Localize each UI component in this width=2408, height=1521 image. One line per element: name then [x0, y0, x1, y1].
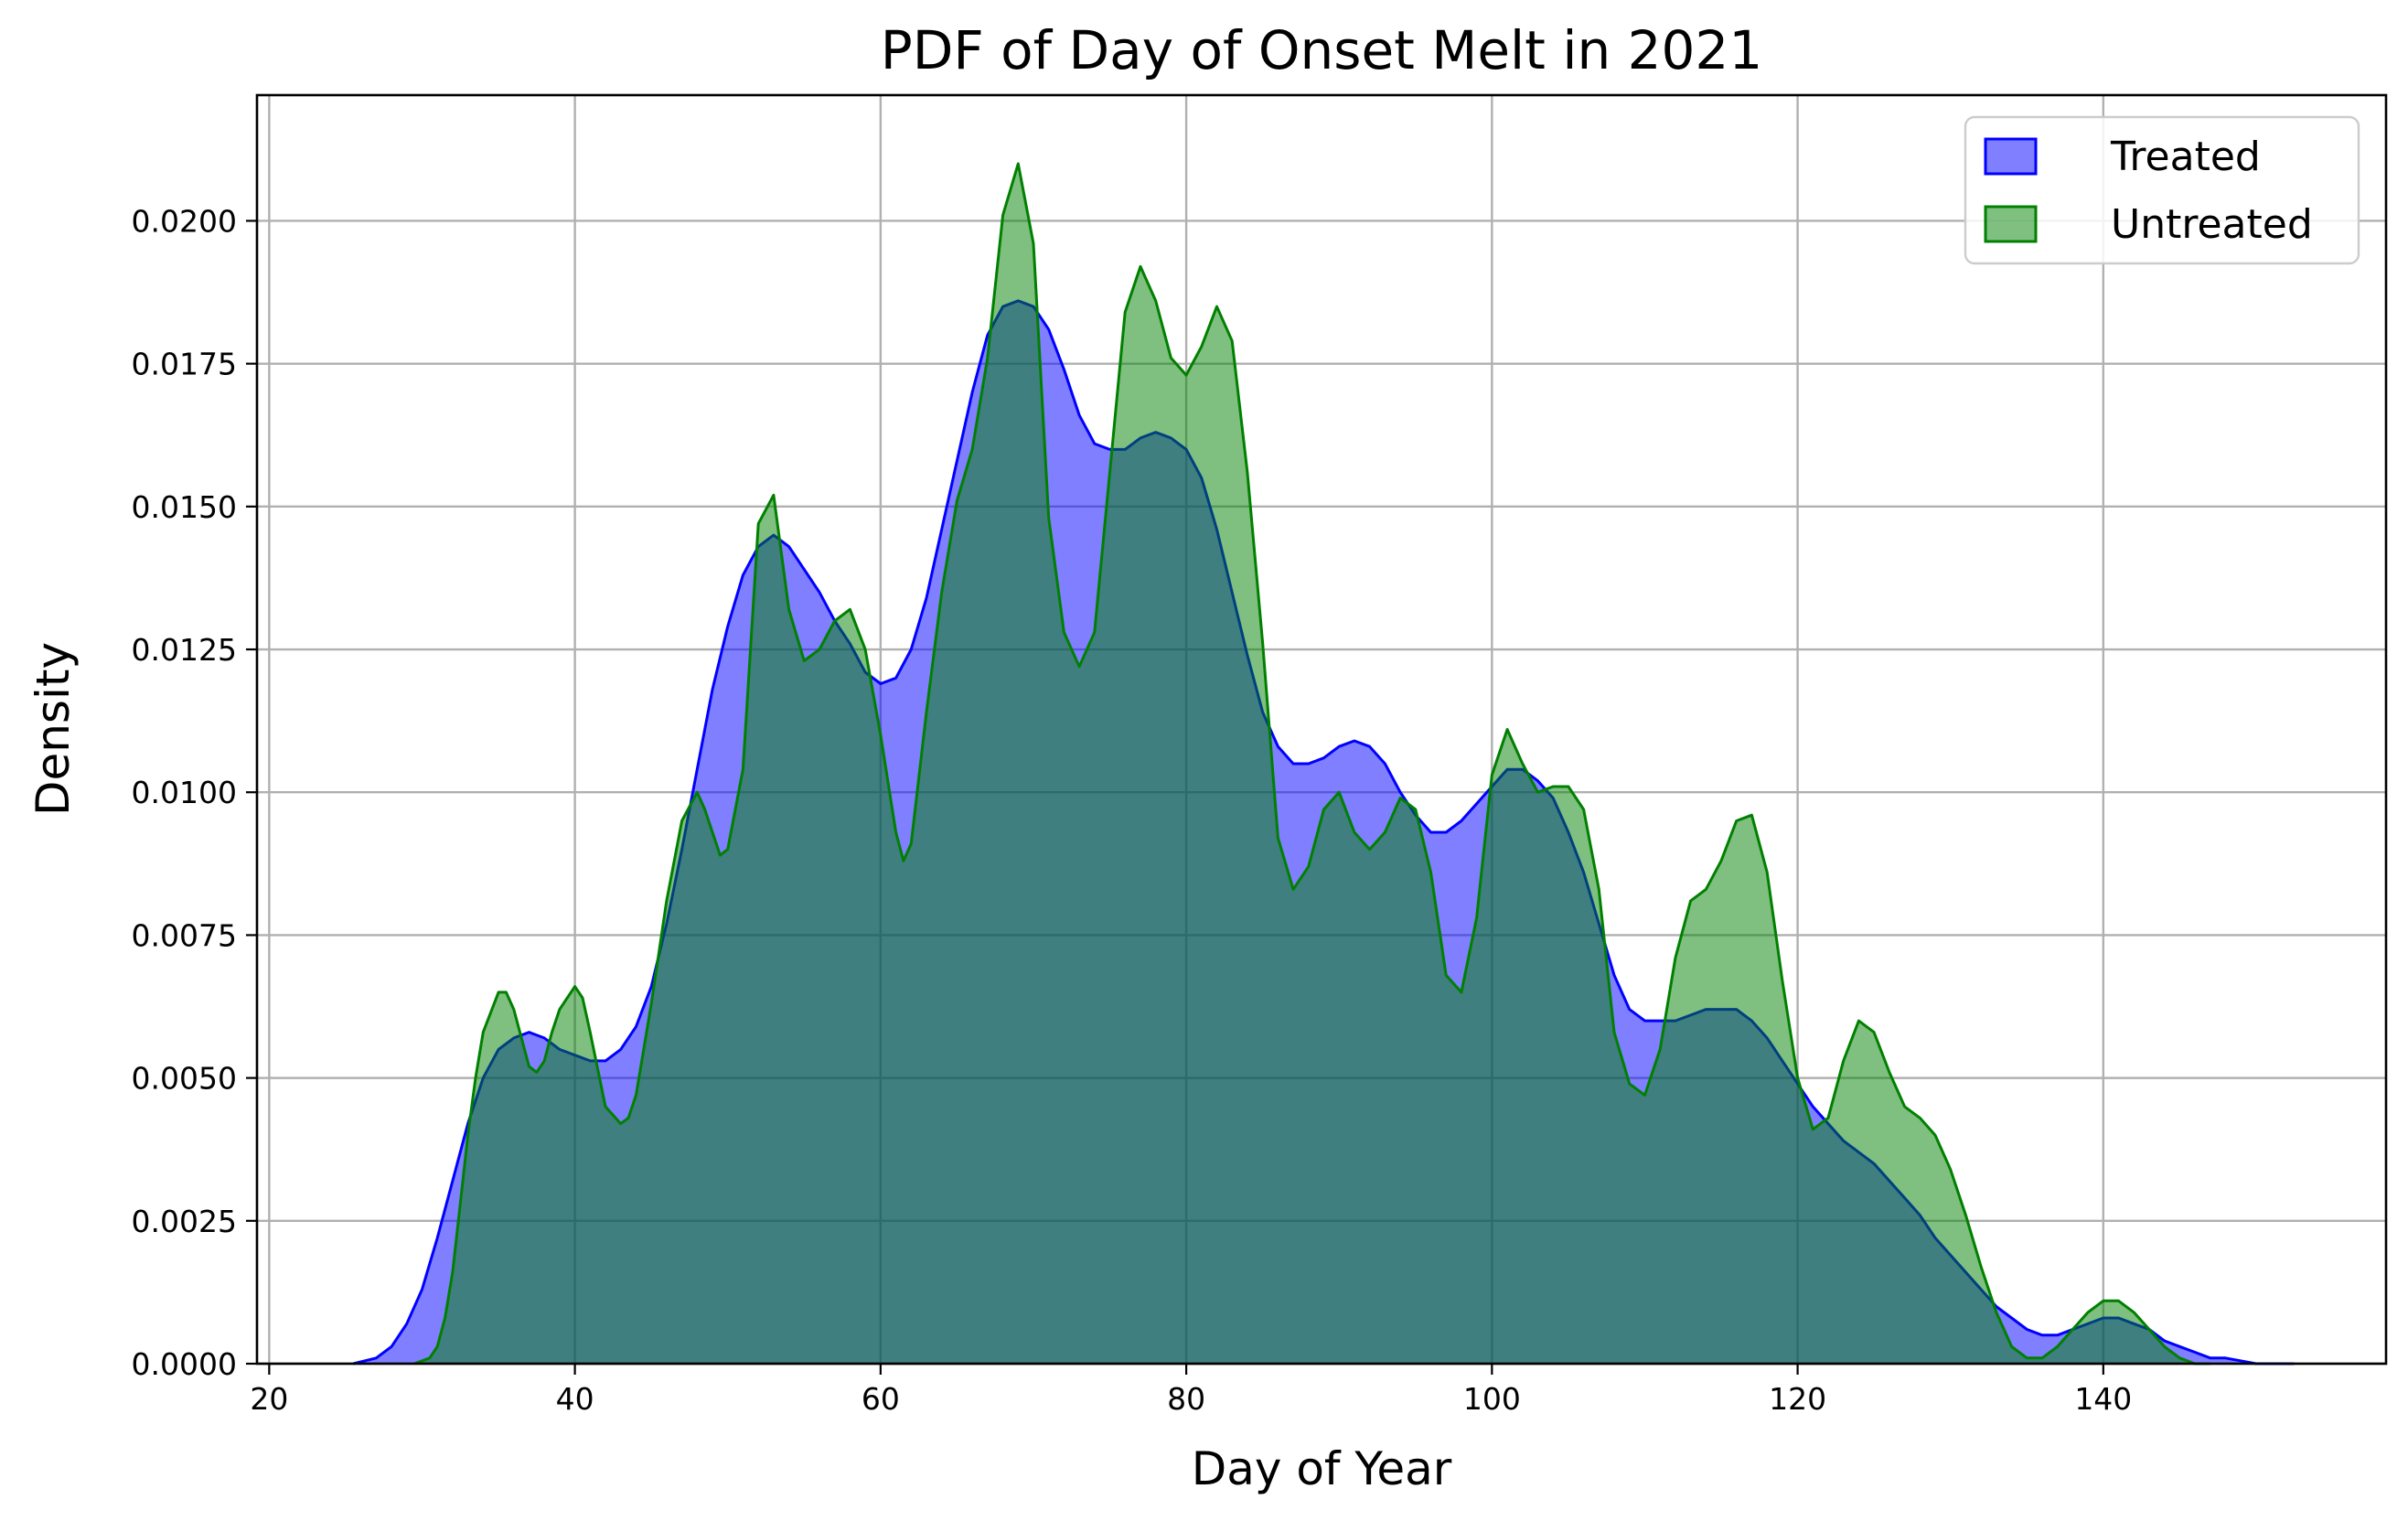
area-fill-untreated: [414, 164, 2210, 1364]
y-tick-label: 0.0075: [132, 917, 237, 953]
y-tick-label: 0.0125: [132, 632, 237, 668]
x-tick-label: 20: [250, 1381, 288, 1417]
x-tick-label: 140: [2074, 1381, 2132, 1417]
x-axis-label: Day of Year: [1192, 1442, 1452, 1495]
y-tick-label: 0.0200: [132, 203, 237, 239]
x-tick-label: 100: [1463, 1381, 1521, 1417]
density-line-untreated: [413, 162, 2210, 1366]
y-tick-label: 0.0025: [132, 1204, 237, 1239]
y-tick-label: 0.0000: [132, 1346, 237, 1382]
legend-swatch-treated: [1984, 137, 2038, 176]
x-tick-label: 80: [1167, 1381, 1205, 1417]
legend-swatch-untreated: [1984, 205, 2038, 243]
x-tick-label: 120: [1769, 1381, 1826, 1417]
legend-box: [1964, 115, 2360, 265]
x-tick-label: 40: [556, 1381, 594, 1417]
y-axis-label: Density: [27, 642, 80, 816]
y-tick-label: 0.0150: [132, 489, 237, 525]
chart-title: PDF of Day of Onset Melt in 2021: [881, 19, 1763, 81]
legend: Treated Untreated: [1964, 115, 2360, 265]
legend-label-treated: Treated: [2110, 134, 2261, 180]
y-tick-label: 0.0050: [132, 1061, 237, 1097]
y-tick-label: 0.0100: [132, 775, 237, 810]
legend-label-untreated: Untreated: [2111, 201, 2313, 248]
y-tick-label: 0.0175: [132, 347, 237, 382]
plot-frame: [255, 93, 2388, 1366]
axis-ticks: 20 40 60 80 100 120 140 0.0000 0.0025 0.0050 0.007…: [132, 203, 2133, 1417]
x-tick-label: 60: [862, 1381, 900, 1417]
density-areas: [352, 162, 2295, 1366]
